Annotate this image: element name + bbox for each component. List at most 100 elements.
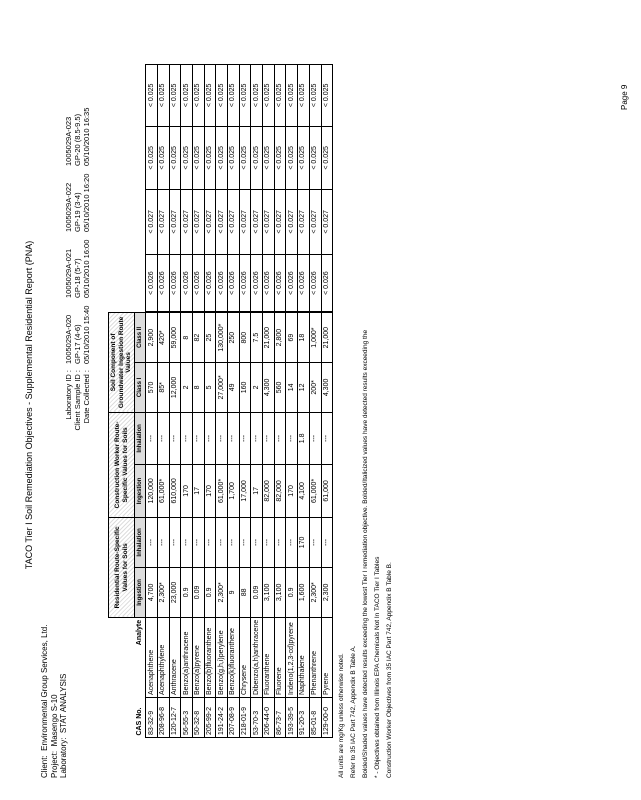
table-row: 50-32-8 Benzo(a)pyrene 0.09 --- 17 --- 8 82 < 0.… (192, 64, 205, 738)
objective-cell: 4,300 (321, 362, 333, 413)
client-line: Client: Environmental Group Services, Lt… (40, 625, 50, 778)
result-cell: < 0.025 (192, 64, 205, 127)
objective-cell: 17 (192, 464, 205, 518)
subheader: Class I (134, 362, 146, 413)
sample-lab-id: 1005029A-022 (64, 182, 73, 232)
result-cell: < 0.025 (239, 126, 251, 190)
objective-cell: 120,000 (145, 464, 158, 518)
objective-cell: --- (250, 517, 263, 568)
sample-client-id: GP-19 (3-4) (73, 192, 82, 232)
objective-cell: 2,800 (274, 312, 286, 363)
objective-cell: --- (274, 412, 286, 465)
analyte-cell: Benzo(a)anthracene (180, 617, 193, 698)
result-cell: < 0.025 (145, 126, 158, 190)
objective-cell: --- (262, 517, 275, 568)
result-cell: < 0.025 (262, 64, 275, 127)
group-header-groundwater: Soil Component of Groundwater Ingestion … (108, 312, 135, 413)
cas-header: CAS No. (134, 697, 146, 738)
result-cell: < 0.027 (204, 189, 216, 255)
result-cell: < 0.027 (192, 189, 205, 255)
objective-cell: --- (227, 517, 240, 568)
objective-cell: 170 (285, 464, 298, 518)
result-cell: < 0.027 (250, 189, 263, 255)
result-cell: < 0.025 (309, 64, 321, 127)
result-cell: < 0.025 (309, 126, 321, 190)
result-cell: < 0.026 (169, 254, 181, 313)
sample-header: 1005029A-023 GP-20 (8.5-9.5) 05/10/2010 … (64, 108, 91, 166)
objective-cell: 82,000 (274, 464, 286, 518)
objective-cell: 9 (227, 567, 240, 618)
objective-cell: 17,000 (239, 464, 251, 518)
objective-cell: 1,000* (309, 312, 321, 363)
objective-cell: 1,600 (297, 567, 310, 618)
cas-cell: 207-08-9 (227, 697, 240, 738)
result-cell: < 0.027 (157, 189, 170, 255)
result-cell: < 0.026 (262, 254, 275, 313)
result-cell: < 0.026 (227, 254, 240, 313)
project-label: Project: (49, 750, 59, 778)
analyte-cell: Indeno(1,2,3-cd)pyrene (285, 617, 298, 698)
result-cell: < 0.026 (285, 254, 298, 313)
client-value: Environmental Group Services, Ltd. (40, 624, 49, 751)
objective-cell: --- (157, 517, 170, 568)
cas-cell: 191-24-2 (215, 697, 228, 738)
objective-cell: 59,000 (169, 312, 181, 363)
header-spacer (109, 617, 135, 737)
result-cell: < 0.025 (180, 64, 193, 127)
objective-cell: 61,000* (157, 464, 170, 518)
objective-cell: --- (239, 412, 251, 465)
objective-cell: 0.9 (285, 567, 298, 618)
project-value: Masengo S-10 (49, 694, 59, 747)
cas-cell: 205-99-2 (204, 697, 216, 738)
table-row: 218-01-9 Chrysene 88 --- 17,000 --- 160 800 < 0.… (239, 64, 251, 738)
result-cell: < 0.025 (169, 64, 181, 127)
objective-cell: --- (180, 517, 193, 568)
objective-cell: 2 (250, 362, 263, 413)
objective-cell: 800 (239, 312, 251, 363)
objective-cell: --- (321, 412, 333, 465)
objective-cell: --- (145, 412, 158, 465)
objective-cell: --- (321, 517, 333, 568)
objective-cell: --- (309, 517, 321, 568)
objective-cell: --- (227, 412, 240, 465)
analyte-cell: Benzo(b)fluoranthene (204, 617, 216, 698)
result-cell: < 0.025 (227, 126, 240, 190)
sample-lab-id: 1005029A-020 (64, 314, 73, 364)
objective-cell: 1.8 (297, 412, 310, 465)
result-cell: < 0.025 (215, 126, 228, 190)
result-cell: < 0.026 (239, 254, 251, 313)
group-header-residential: Residential Route-Specific Values for So… (108, 517, 135, 618)
sample-date: 05/10/2010 16:20 (82, 173, 91, 232)
objective-cell: 82 (192, 312, 205, 363)
cas-cell: 193-39-5 (285, 697, 298, 738)
project-line: Project: Masengo S-10 (50, 625, 60, 778)
footnote: Bolded/Shaded values have detected resul… (362, 329, 369, 778)
objective-cell: --- (309, 412, 321, 465)
result-cell: < 0.027 (262, 189, 275, 255)
objective-cell: 17 (250, 464, 263, 518)
cas-cell: 50-32-8 (192, 697, 205, 738)
cas-cell: 53-70-3 (250, 697, 263, 738)
result-cell: < 0.025 (285, 126, 298, 190)
analyte-cell: Acenaphthylene (157, 617, 170, 698)
sample-date: 05/10/2010 15:40 (82, 305, 91, 364)
result-cell: < 0.025 (157, 64, 170, 127)
objective-cell: 0.09 (192, 567, 205, 618)
result-cell: < 0.025 (297, 64, 310, 127)
objective-cell: --- (145, 517, 158, 568)
objective-cell: 27,000* (215, 362, 228, 413)
result-cell: < 0.025 (204, 126, 216, 190)
objective-cell: --- (169, 412, 181, 465)
sample-lab-id: 1005029A-023 (64, 116, 73, 166)
objective-cell: --- (157, 412, 170, 465)
objective-cell: --- (204, 517, 216, 568)
sample-header: 1005029A-020 GP-17 (4-6) 05/10/2010 15:4… (64, 306, 91, 364)
result-cell: < 0.026 (215, 254, 228, 313)
sample-labels: Laboratory ID : Client Sample ID : Date … (64, 370, 91, 470)
header-spacer (109, 64, 135, 312)
objective-cell: --- (204, 412, 216, 465)
result-cell: < 0.025 (274, 126, 286, 190)
client-info: Client: Environmental Group Services, Lt… (40, 625, 69, 778)
objective-cell: 61,000* (309, 464, 321, 518)
subheader: Ingestion (134, 464, 146, 518)
